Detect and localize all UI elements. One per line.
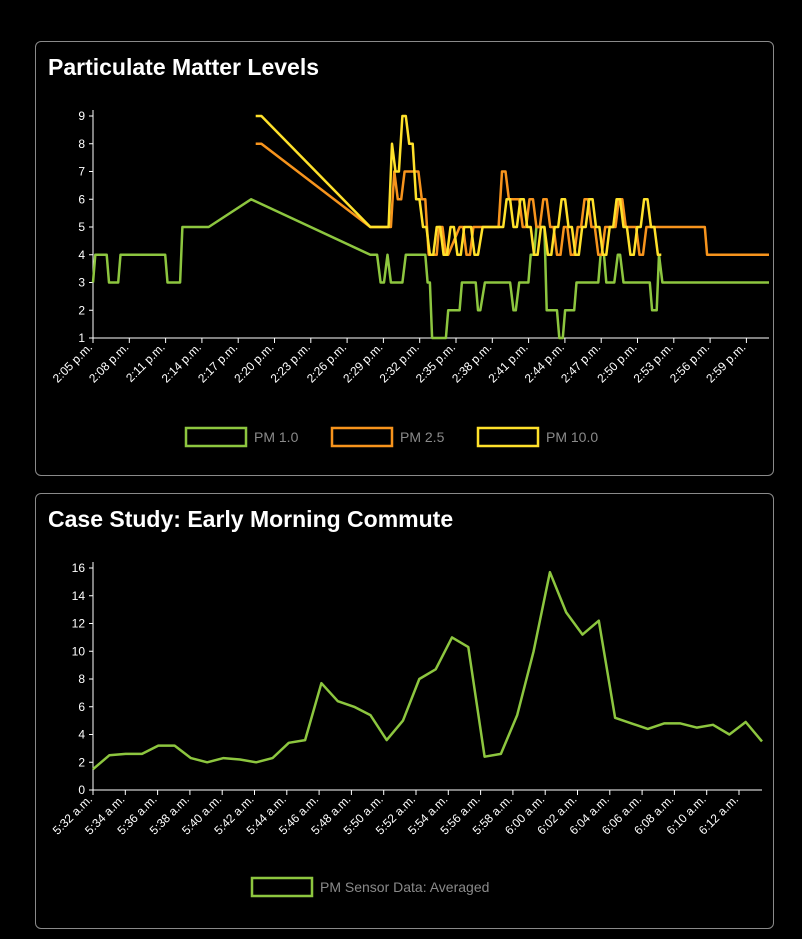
legend-label: PM 2.5 <box>400 429 445 445</box>
series-line-pm-10-0 <box>255 114 662 257</box>
y-tick-label: 2 <box>78 755 85 769</box>
chart-title: Particulate Matter Levels <box>48 54 320 80</box>
series-line-pm-1-0 <box>91 198 769 340</box>
y-tick-label: 9 <box>78 109 85 123</box>
y-tick-label: 0 <box>78 783 85 797</box>
y-tick-label: 16 <box>72 561 86 575</box>
y-tick-label: 4 <box>78 728 85 742</box>
y-tick-label: 3 <box>78 276 85 290</box>
pm-levels-chart-panel: Particulate Matter Levels 1 2 3 4 5 6 7 8 9 2:05 … <box>35 41 774 476</box>
commute-chart-panel: Case Study: Early Morning Commute 0 2 4 6 8 1… <box>35 493 774 929</box>
series-line-pm-sensor-data-averaged <box>92 570 763 771</box>
legend-label: PM 1.0 <box>254 429 299 445</box>
x-tick-label: 2:59 p.m. <box>703 340 748 385</box>
legend-swatch <box>330 426 394 448</box>
y-tick-label: 8 <box>78 672 85 686</box>
legend-swatch <box>250 876 314 898</box>
y-tick-label: 7 <box>78 165 85 179</box>
y-tick-label: 5 <box>78 220 85 234</box>
y-tick-label: 2 <box>78 303 85 317</box>
x-tick-label: 2:08 p.m. <box>86 340 131 385</box>
chart-title: Case Study: Early Morning Commute <box>48 506 454 532</box>
y-tick-label: 1 <box>78 331 85 345</box>
y-tick-label: 10 <box>72 644 86 658</box>
legend-label: PM 10.0 <box>546 429 598 445</box>
y-tick-label: 6 <box>78 700 85 714</box>
y-tick-label: 6 <box>78 192 85 206</box>
y-tick-label: 12 <box>72 617 86 631</box>
y-tick-label: 14 <box>72 589 86 603</box>
legend-swatch <box>476 426 540 448</box>
y-tick-label: 4 <box>78 248 85 262</box>
legend-label: PM Sensor Data: Averaged <box>320 879 489 895</box>
legend-swatch <box>184 426 248 448</box>
y-tick-label: 8 <box>78 137 85 151</box>
